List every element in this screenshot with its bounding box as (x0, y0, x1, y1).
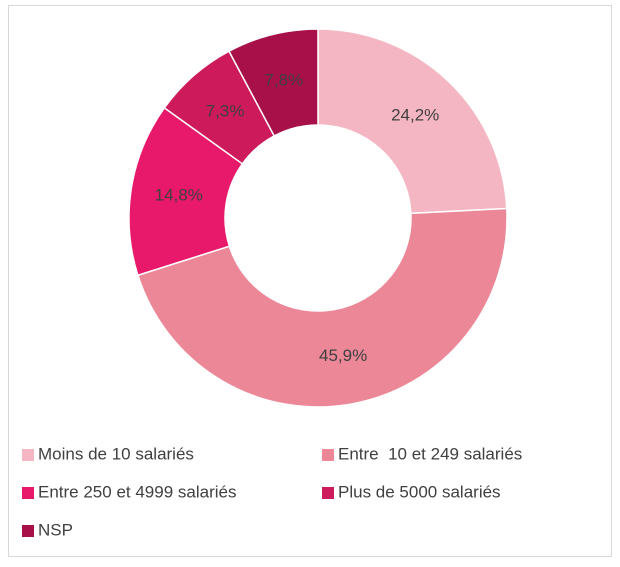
data-label: 24,2% (391, 105, 439, 124)
legend-swatch (22, 525, 34, 537)
legend-label: Entre 250 et 4999 salariés (38, 482, 236, 501)
legend-swatch (22, 487, 34, 499)
donut-slice (317, 28, 508, 215)
legend-swatch (22, 449, 34, 461)
data-label: 7,8% (264, 71, 303, 90)
donut-slice (128, 106, 244, 277)
data-label: 7,3% (206, 101, 245, 120)
legend-label: Entre 10 et 249 salariés (338, 444, 522, 463)
data-label: 45,9% (319, 346, 367, 365)
legend-label: Plus de 5000 salariés (338, 482, 501, 501)
legend-label: Moins de 10 salariés (38, 444, 194, 463)
donut-slice (228, 28, 319, 137)
legend-swatch (322, 487, 334, 499)
data-label: 14,8% (155, 185, 203, 204)
donut-slice (136, 207, 508, 408)
legend-swatch (322, 449, 334, 461)
legend-label: NSP (38, 520, 73, 539)
